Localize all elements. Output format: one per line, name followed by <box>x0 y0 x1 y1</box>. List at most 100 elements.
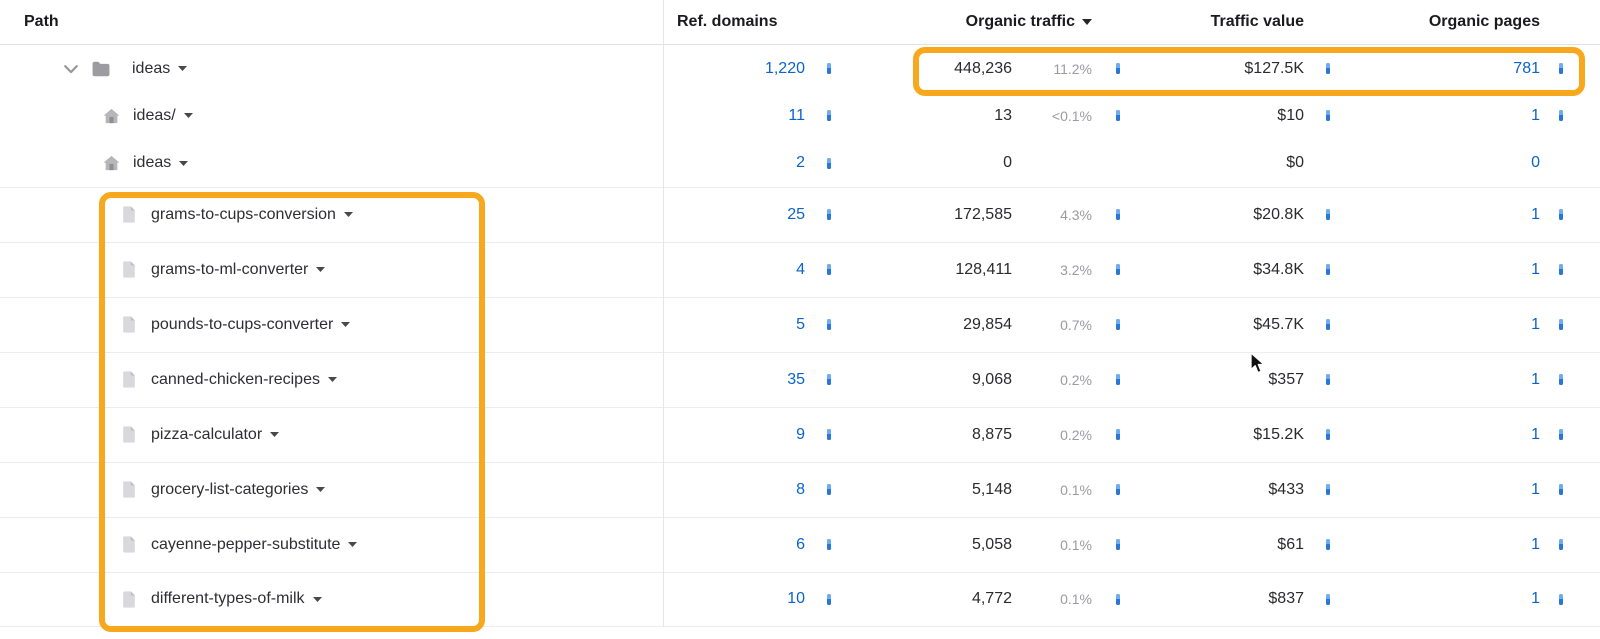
path-label[interactable]: grocery-list-categories <box>151 481 325 499</box>
ref-domains-value[interactable]: 11 <box>788 106 805 124</box>
ref-domains-bar[interactable] <box>827 593 831 605</box>
ref-domains-bar[interactable] <box>827 264 831 276</box>
organic-pages-value[interactable]: 1 <box>1531 315 1540 333</box>
path-label[interactable]: ideas <box>133 154 188 172</box>
organic-pages-value[interactable]: 1 <box>1531 106 1540 124</box>
traffic-value-bar[interactable] <box>1326 209 1330 221</box>
organic-pages-value[interactable]: 1 <box>1531 370 1540 388</box>
traffic-value-bar[interactable] <box>1326 264 1330 276</box>
traffic-value-bar[interactable] <box>1326 484 1330 496</box>
organic-pages-bar[interactable] <box>1559 62 1563 74</box>
traffic-share-pct: 11.2% <box>1053 60 1092 77</box>
ref-domains-value[interactable]: 25 <box>787 205 805 223</box>
organic-pages-value[interactable]: 1 <box>1531 205 1540 223</box>
traffic-value: $433 <box>1268 480 1304 498</box>
organic-traffic-value: 448,236 <box>954 59 1012 77</box>
ref-domains-bar[interactable] <box>827 429 831 441</box>
ref-domains-bar[interactable] <box>827 157 831 169</box>
organic-traffic-bar[interactable] <box>1116 429 1120 441</box>
traffic-value-bar[interactable] <box>1326 374 1330 386</box>
folder-icon <box>92 61 110 77</box>
ref-domains-value[interactable]: 2 <box>796 154 805 172</box>
organic-traffic-bar[interactable] <box>1116 319 1120 331</box>
organic-traffic-bar[interactable] <box>1116 264 1120 276</box>
traffic-value: $45.7K <box>1253 315 1304 333</box>
column-header-ref-domains[interactable]: Ref. domains <box>677 13 778 30</box>
traffic-value-bar[interactable] <box>1326 62 1330 74</box>
organic-pages-bar[interactable] <box>1559 319 1563 331</box>
table-header: Path Ref. domains Organic traffic Traffi… <box>0 0 1600 45</box>
traffic-value-bar[interactable] <box>1326 539 1330 551</box>
path-label[interactable]: ideas/ <box>133 107 193 125</box>
organic-pages-bar[interactable] <box>1559 484 1563 496</box>
organic-traffic-bar[interactable] <box>1116 593 1120 605</box>
traffic-value: $34.8K <box>1253 260 1304 278</box>
table-row: ideas 1,220 448,236 11.2% $127.5K 781 <box>0 45 1600 92</box>
traffic-share-pct: <0.1% <box>1051 107 1092 124</box>
ref-domains-bar[interactable] <box>827 484 831 496</box>
caret-down-icon <box>270 432 279 437</box>
column-header-organic-pages[interactable]: Organic pages <box>1428 13 1540 30</box>
organic-traffic-bar[interactable] <box>1116 62 1120 74</box>
path-label[interactable]: grams-to-ml-converter <box>151 261 325 279</box>
organic-pages-value[interactable]: 1 <box>1531 535 1540 553</box>
ref-domains-bar[interactable] <box>827 110 831 122</box>
organic-pages-bar[interactable] <box>1559 209 1563 221</box>
page-icon <box>122 536 136 553</box>
organic-traffic-bar[interactable] <box>1116 484 1120 496</box>
ref-domains-bar[interactable] <box>827 539 831 551</box>
organic-traffic-bar[interactable] <box>1116 209 1120 221</box>
organic-pages-bar[interactable] <box>1559 593 1563 605</box>
organic-pages-bar[interactable] <box>1559 429 1563 441</box>
traffic-value-bar[interactable] <box>1326 429 1330 441</box>
traffic-value-bar[interactable] <box>1326 319 1330 331</box>
table-row: grocery-list-categories 8 5,148 0.1% $43… <box>0 461 1600 517</box>
traffic-share-pct: 0.2% <box>1060 371 1092 388</box>
organic-pages-bar[interactable] <box>1559 374 1563 386</box>
column-header-traffic-value[interactable]: Traffic value <box>1210 13 1304 30</box>
ref-domains-bar[interactable] <box>827 62 831 74</box>
ref-domains-bar[interactable] <box>827 319 831 331</box>
traffic-share-pct: 0.7% <box>1060 316 1092 333</box>
ref-domains-bar[interactable] <box>827 209 831 221</box>
organic-pages-value[interactable]: 1 <box>1531 425 1540 443</box>
organic-pages-bar[interactable] <box>1559 264 1563 276</box>
traffic-share-pct: 0.1% <box>1060 591 1092 608</box>
path-label[interactable]: pounds-to-cups-converter <box>151 316 350 334</box>
organic-pages-value[interactable]: 1 <box>1531 480 1540 498</box>
path-label[interactable]: pizza-calculator <box>151 426 279 444</box>
caret-down-icon <box>328 377 337 382</box>
caret-down-icon <box>341 322 350 327</box>
path-label[interactable]: grams-to-cups-conversion <box>151 206 353 224</box>
traffic-value-bar[interactable] <box>1326 593 1330 605</box>
ref-domains-value[interactable]: 8 <box>796 480 805 498</box>
organic-traffic-bar[interactable] <box>1116 110 1120 122</box>
ref-domains-value[interactable]: 10 <box>787 590 805 608</box>
path-label[interactable]: cayenne-pepper-substitute <box>151 536 357 554</box>
column-header-organic-traffic[interactable]: Organic traffic <box>845 13 1092 31</box>
ref-domains-value[interactable]: 5 <box>796 315 805 333</box>
table-row: grams-to-ml-converter 4 128,411 3.2% $34… <box>0 241 1600 297</box>
organic-pages-bar[interactable] <box>1559 539 1563 551</box>
ref-domains-value[interactable]: 35 <box>787 370 805 388</box>
organic-pages-value[interactable]: 0 <box>1531 154 1540 172</box>
path-label[interactable]: canned-chicken-recipes <box>151 371 337 389</box>
ref-domains-value[interactable]: 6 <box>796 535 805 553</box>
table-row: pizza-calculator 9 8,875 0.2% $15.2K 1 <box>0 406 1600 462</box>
ref-domains-value[interactable]: 1,220 <box>764 59 805 77</box>
organic-pages-bar[interactable] <box>1559 110 1563 122</box>
path-label[interactable]: different-types-of-milk <box>151 590 322 608</box>
organic-traffic-value: 13 <box>994 106 1012 124</box>
ref-domains-bar[interactable] <box>827 374 831 386</box>
organic-traffic-bar[interactable] <box>1116 374 1120 386</box>
ref-domains-value[interactable]: 4 <box>796 260 805 278</box>
traffic-value-bar[interactable] <box>1326 110 1330 122</box>
organic-pages-value[interactable]: 1 <box>1531 590 1540 608</box>
organic-pages-value[interactable]: 1 <box>1531 260 1540 278</box>
ref-domains-value[interactable]: 9 <box>796 425 805 443</box>
chevron-down-icon[interactable] <box>62 60 80 78</box>
path-label[interactable]: ideas <box>132 60 187 78</box>
organic-traffic-value: 9,068 <box>971 370 1012 388</box>
organic-pages-value[interactable]: 781 <box>1513 59 1540 77</box>
organic-traffic-bar[interactable] <box>1116 539 1120 551</box>
